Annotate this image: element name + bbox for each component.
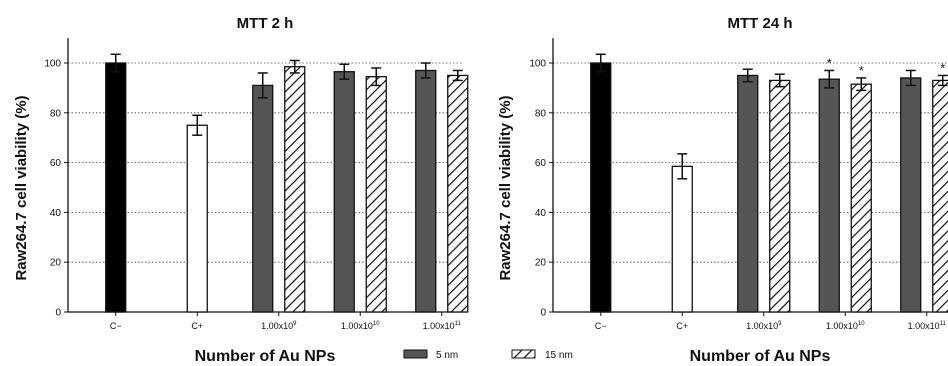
legend-label: 5 nm bbox=[436, 350, 458, 361]
bar-control bbox=[186, 124, 208, 313]
y-tick-label: 0 bbox=[55, 308, 61, 319]
x-tick-label: 1.00x109 bbox=[746, 321, 782, 331]
y-tick-label: 80 bbox=[535, 108, 547, 119]
legend: 5 nm 15 nm bbox=[403, 349, 573, 361]
bar-series-1 bbox=[333, 71, 355, 313]
bar-series-2 bbox=[932, 79, 948, 313]
bar-series-2 bbox=[850, 83, 872, 313]
y-tick-label: 100 bbox=[529, 59, 546, 70]
x-tick-label: 1.00x1011 bbox=[908, 321, 947, 331]
y-tick-label: 60 bbox=[535, 158, 547, 169]
panel-title: MTT 24 h bbox=[727, 15, 792, 32]
y-tick-label: 80 bbox=[50, 108, 62, 119]
x-tick-label: C− bbox=[595, 321, 607, 331]
bar-control bbox=[105, 62, 127, 313]
y-tick-label: 100 bbox=[44, 59, 61, 70]
bar-series-2 bbox=[284, 66, 306, 313]
bar-series-2 bbox=[365, 76, 387, 313]
x-axis-label: Number of Au NPs bbox=[690, 348, 831, 365]
bar-series-1 bbox=[900, 77, 922, 313]
legend-item-15nm: 15 nm bbox=[511, 349, 573, 361]
chart-panel-left: MTT 2 h Raw264.7 cell viability (%) Numb… bbox=[13, 15, 469, 365]
legend-item-5nm: 5 nm bbox=[403, 349, 458, 361]
legend-swatch-hatched bbox=[511, 349, 536, 359]
y-tick-label: 60 bbox=[50, 158, 62, 169]
panel-title: MTT 2 h bbox=[237, 15, 294, 32]
bar-series-2 bbox=[447, 74, 469, 313]
significance-marker: * bbox=[940, 60, 945, 75]
bar-series-1 bbox=[737, 74, 759, 313]
plot-area: 0 20 40 60 80 100 C− C+ 1.00x109 1.00x1010 1.00x10… bbox=[44, 38, 469, 331]
bar-series-1 bbox=[818, 78, 840, 313]
bar-series-2 bbox=[769, 79, 791, 313]
plot-area: 0 20 40 60 80 100 C− C+ 1.00x109 * * 1.00x1010 * 1.00… bbox=[529, 38, 948, 331]
y-tick-label: 40 bbox=[50, 208, 62, 219]
bar-control bbox=[671, 165, 693, 313]
significance-marker: * bbox=[827, 55, 832, 70]
x-tick-label: C+ bbox=[191, 321, 203, 331]
x-axis-label: Number of Au NPs bbox=[195, 348, 336, 365]
x-tick-label: 1.00x1010 bbox=[341, 321, 380, 331]
y-axis-label: Raw264.7 cell viability (%) bbox=[497, 95, 514, 280]
chart-panel-right: MTT 24 h Raw264.7 cell viability (%) Num… bbox=[497, 15, 948, 365]
bar-control bbox=[590, 62, 612, 313]
bar-series-1 bbox=[252, 84, 274, 313]
x-tick-label: C− bbox=[110, 321, 122, 331]
y-tick-label: 20 bbox=[535, 258, 547, 269]
legend-label: 15 nm bbox=[545, 350, 573, 361]
x-tick-label: 1.00x109 bbox=[261, 321, 297, 331]
x-tick-label: 1.00x1010 bbox=[826, 321, 865, 331]
legend-swatch-solid bbox=[403, 349, 428, 359]
y-tick-label: 20 bbox=[50, 258, 62, 269]
bar-series-1 bbox=[415, 69, 437, 313]
x-tick-label: C+ bbox=[676, 321, 688, 331]
x-tick-label: 1.00x1011 bbox=[423, 321, 462, 331]
significance-marker: * bbox=[859, 63, 864, 78]
y-axis-label: Raw264.7 cell viability (%) bbox=[13, 95, 30, 280]
y-tick-label: 40 bbox=[535, 208, 547, 219]
y-tick-label: 0 bbox=[540, 308, 546, 319]
